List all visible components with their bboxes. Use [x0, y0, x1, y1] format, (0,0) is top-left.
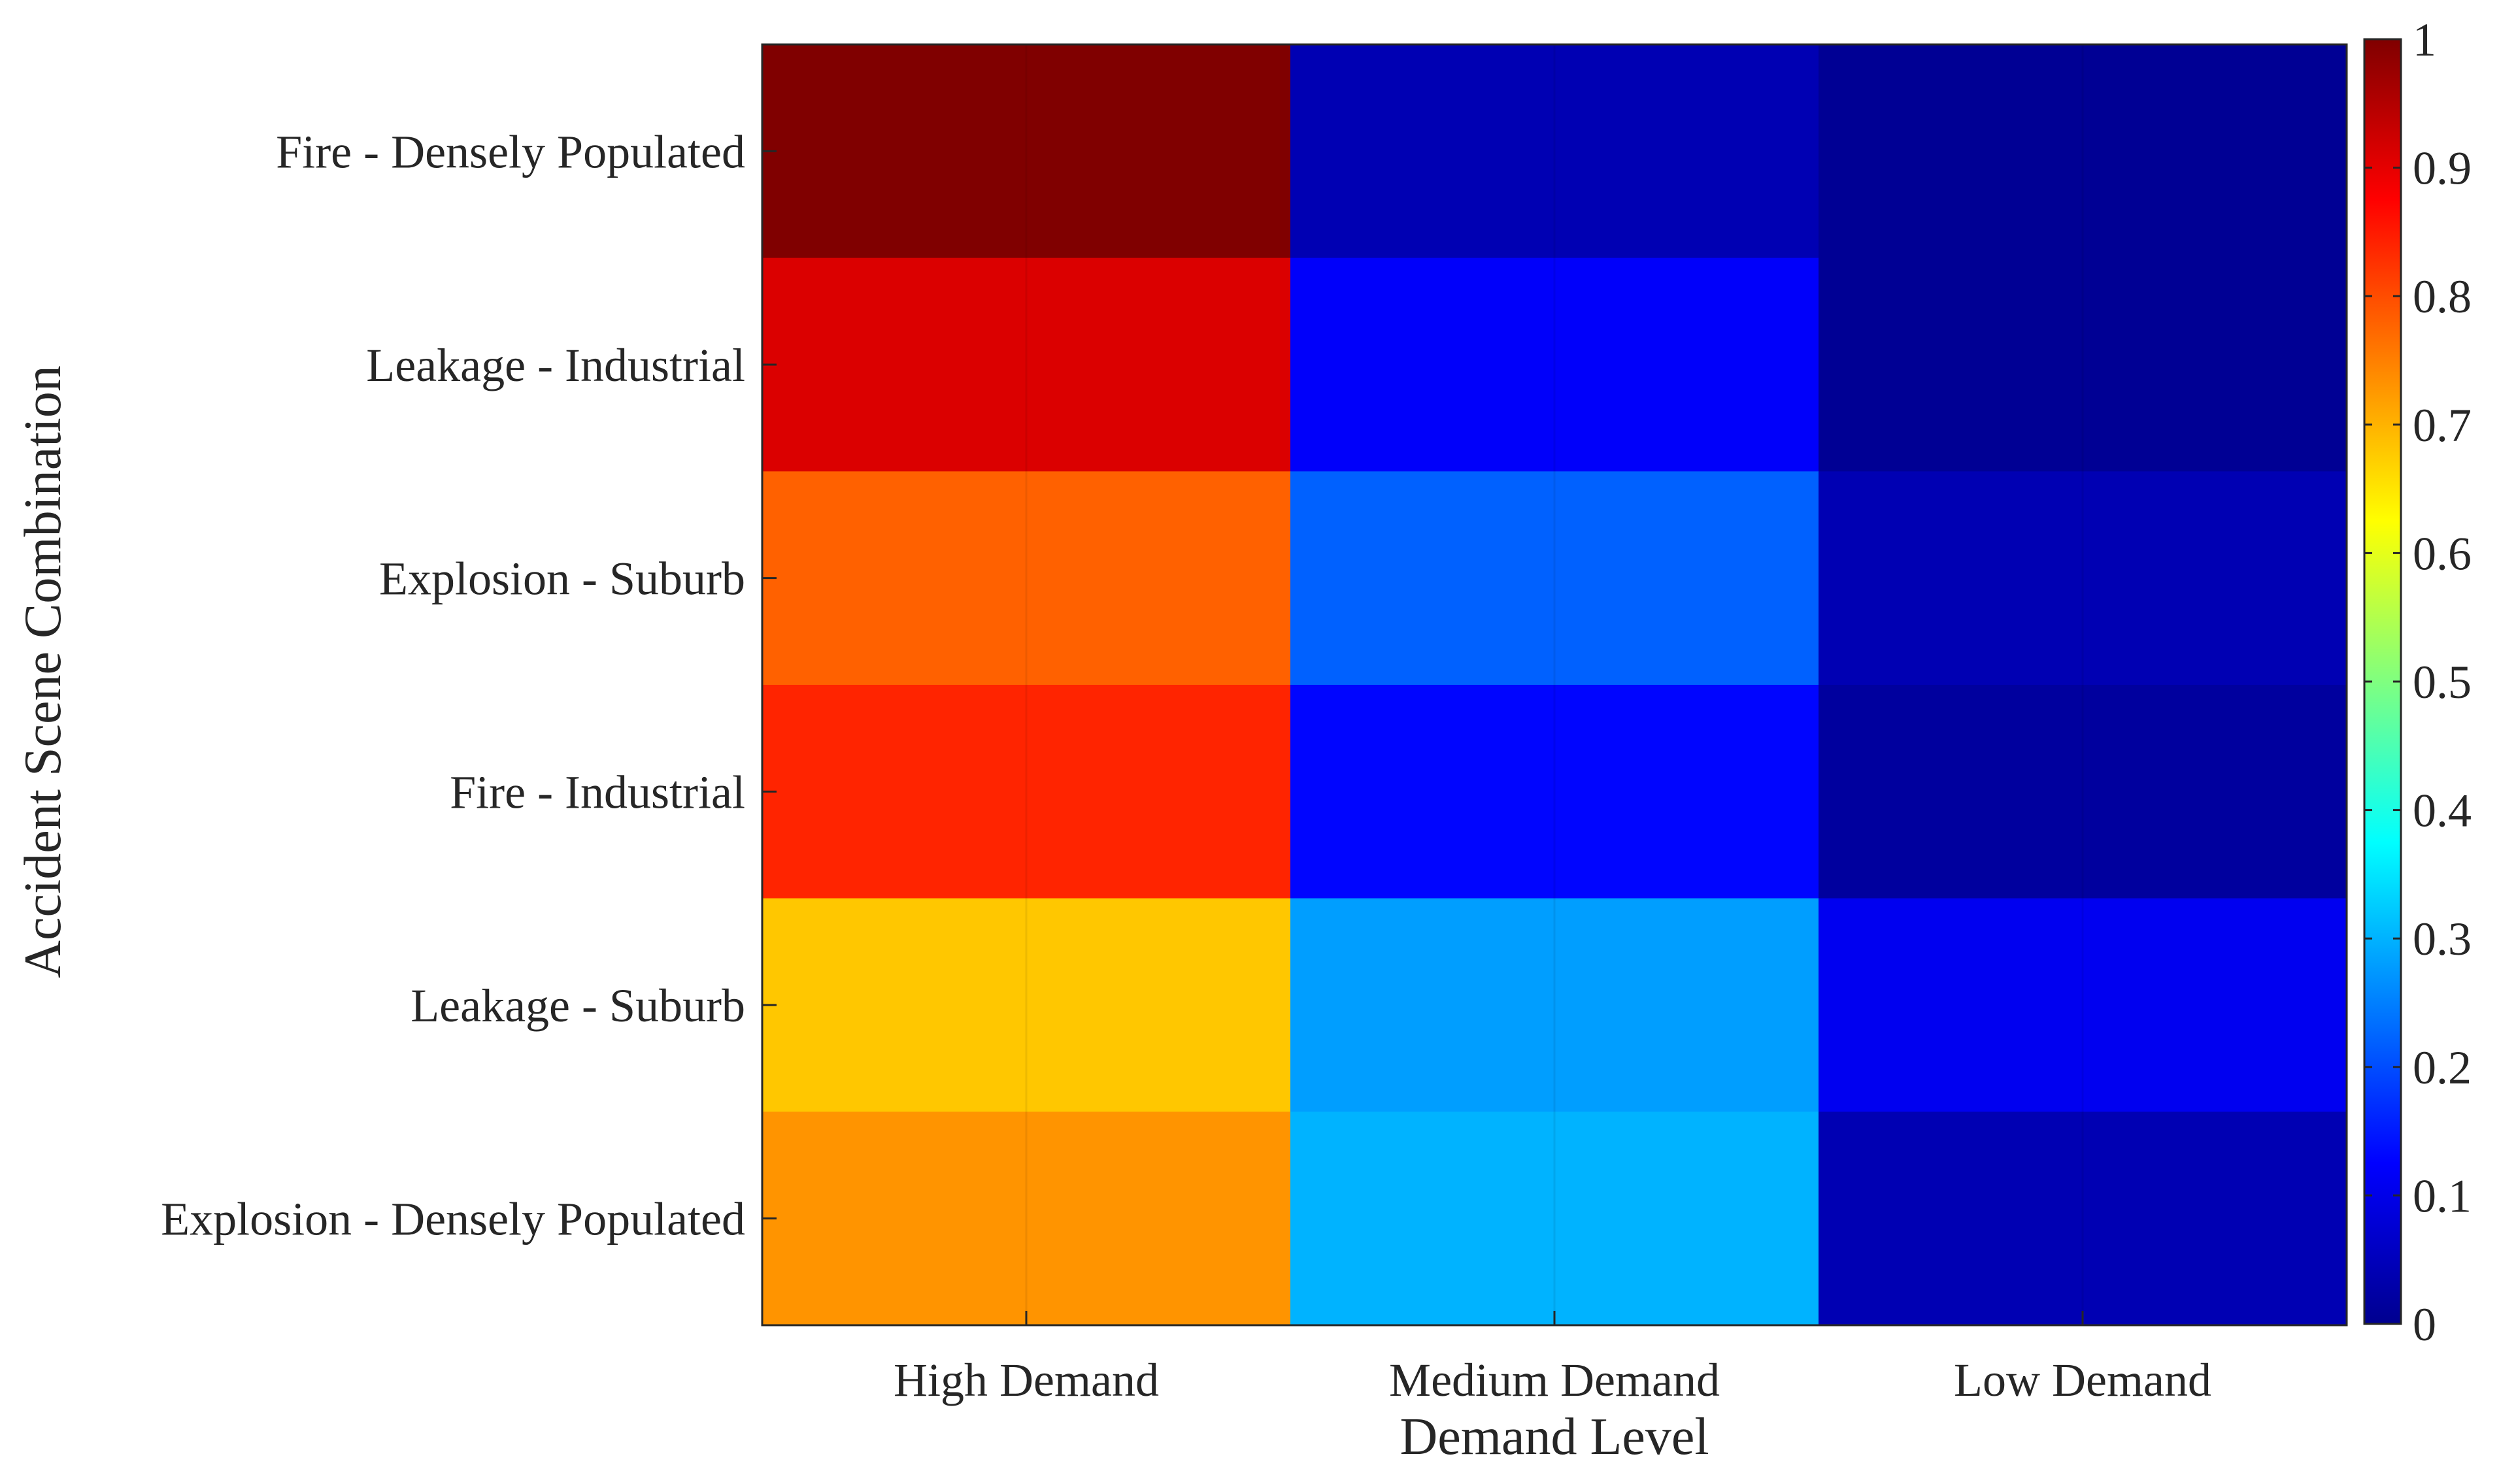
heatmap-cell [1819, 44, 2347, 259]
heatmap-cell [1819, 685, 2347, 899]
x-tick-label: Medium Demand [1389, 1354, 1720, 1406]
colorbar-tick-label: 0.1 [2413, 1170, 2472, 1222]
y-tick-label: Leakage - Suburb [411, 980, 745, 1032]
y-tick-label: Explosion - Suburb [379, 553, 745, 605]
heatmap-subgrid [1025, 44, 2084, 1325]
colorbar-tick-label: 0.6 [2413, 527, 2472, 580]
heatmap-cell [1290, 257, 1819, 472]
heatmap-cell [762, 685, 1291, 899]
x-axis-label: Demand Level [1400, 1408, 1709, 1466]
colorbar-ticks: 0 0.1 0.2 0.3 0.4 0.5 0.6 0.7 0.8 0.9 1 [2364, 14, 2472, 1351]
y-tick-label: Fire - Industrial [450, 766, 745, 818]
y-axis-ticks: Fire - Densely Populated Leakage - Indust… [161, 125, 777, 1245]
colorbar-tick-label: 0.9 [2413, 142, 2472, 195]
x-axis-ticks: High Demand Medium Demand Low Demand [894, 1311, 2211, 1406]
heatmap-cell [762, 257, 1291, 472]
heatmap-cell [1290, 44, 1819, 259]
heatmap-cell [1819, 1112, 2347, 1326]
colorbar-tick-label: 0.7 [2413, 399, 2472, 452]
heatmap-cell [1819, 898, 2347, 1112]
colorbar-tick-label: 0.5 [2413, 656, 2472, 708]
x-tick-label: Low Demand [1954, 1354, 2211, 1406]
heatmap-cell [1819, 257, 2347, 472]
heatmap-cell [1290, 1112, 1819, 1326]
heatmap-cell [1290, 685, 1819, 899]
y-tick-label: Explosion - Densely Populated [161, 1193, 745, 1245]
heatmap-cells [762, 44, 2347, 1326]
heatmap-cell [762, 898, 1291, 1112]
heatmap-cell [1290, 471, 1819, 685]
colorbar-tick-label: 0.2 [2413, 1042, 2472, 1094]
x-tick-label: High Demand [894, 1354, 1159, 1406]
colorbar-tick-label: 0.3 [2413, 913, 2472, 965]
heatmap-cell [762, 1112, 1291, 1326]
colorbar-tick-label: 0 [2413, 1298, 2436, 1351]
colorbar-tick-label: 1 [2413, 14, 2436, 66]
y-axis-label: Accident Scene Combination [14, 365, 72, 978]
colorbar-tick-label: 0.8 [2413, 271, 2472, 323]
y-tick-label: Fire - Densely Populated [276, 125, 745, 178]
heatmap-cell [1290, 898, 1819, 1112]
y-tick-label: Leakage - Industrial [366, 339, 745, 391]
colorbar-tick-label: 0.4 [2413, 785, 2472, 837]
heatmap-cell [762, 44, 1291, 259]
heatmap-cell [1819, 471, 2347, 685]
heatmap-cell [762, 471, 1291, 685]
